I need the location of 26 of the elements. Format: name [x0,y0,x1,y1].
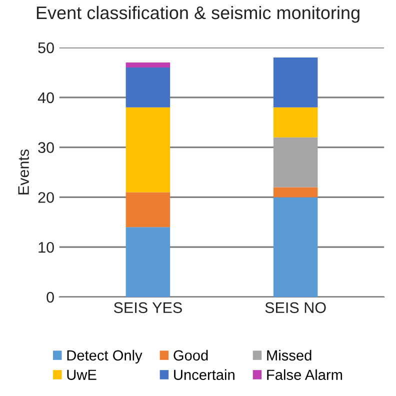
bar [126,107,170,192]
chart-title: Event classification & seismic monitoring [36,6,360,23]
bar [273,137,318,188]
bar [126,67,170,108]
bar [126,192,170,228]
legend-label: False Alarm [267,369,342,380]
x-tick-label: SEIS YES [114,302,182,314]
y-tick-label: 20 [38,192,54,203]
y-axis-title: Events [18,149,29,194]
bar [273,107,318,138]
legend-label: UwE [67,370,96,380]
legend-label: Missed [267,350,312,361]
y-tick-label: 0 [46,292,54,303]
legend-label: Good [174,350,208,361]
legend-label: Detect Only [67,350,142,364]
y-tick-label: 40 [38,92,54,104]
bar [273,197,318,297]
y-tick-label: 30 [38,142,54,153]
bar [126,227,170,297]
y-tick-label: 50 [38,42,54,54]
bar [273,58,318,108]
bar [126,62,170,68]
legend-label: Uncertain [174,369,234,380]
y-tick-label: 10 [38,242,54,253]
bar [273,187,318,198]
x-tick-label: SEIS NO [265,302,326,314]
